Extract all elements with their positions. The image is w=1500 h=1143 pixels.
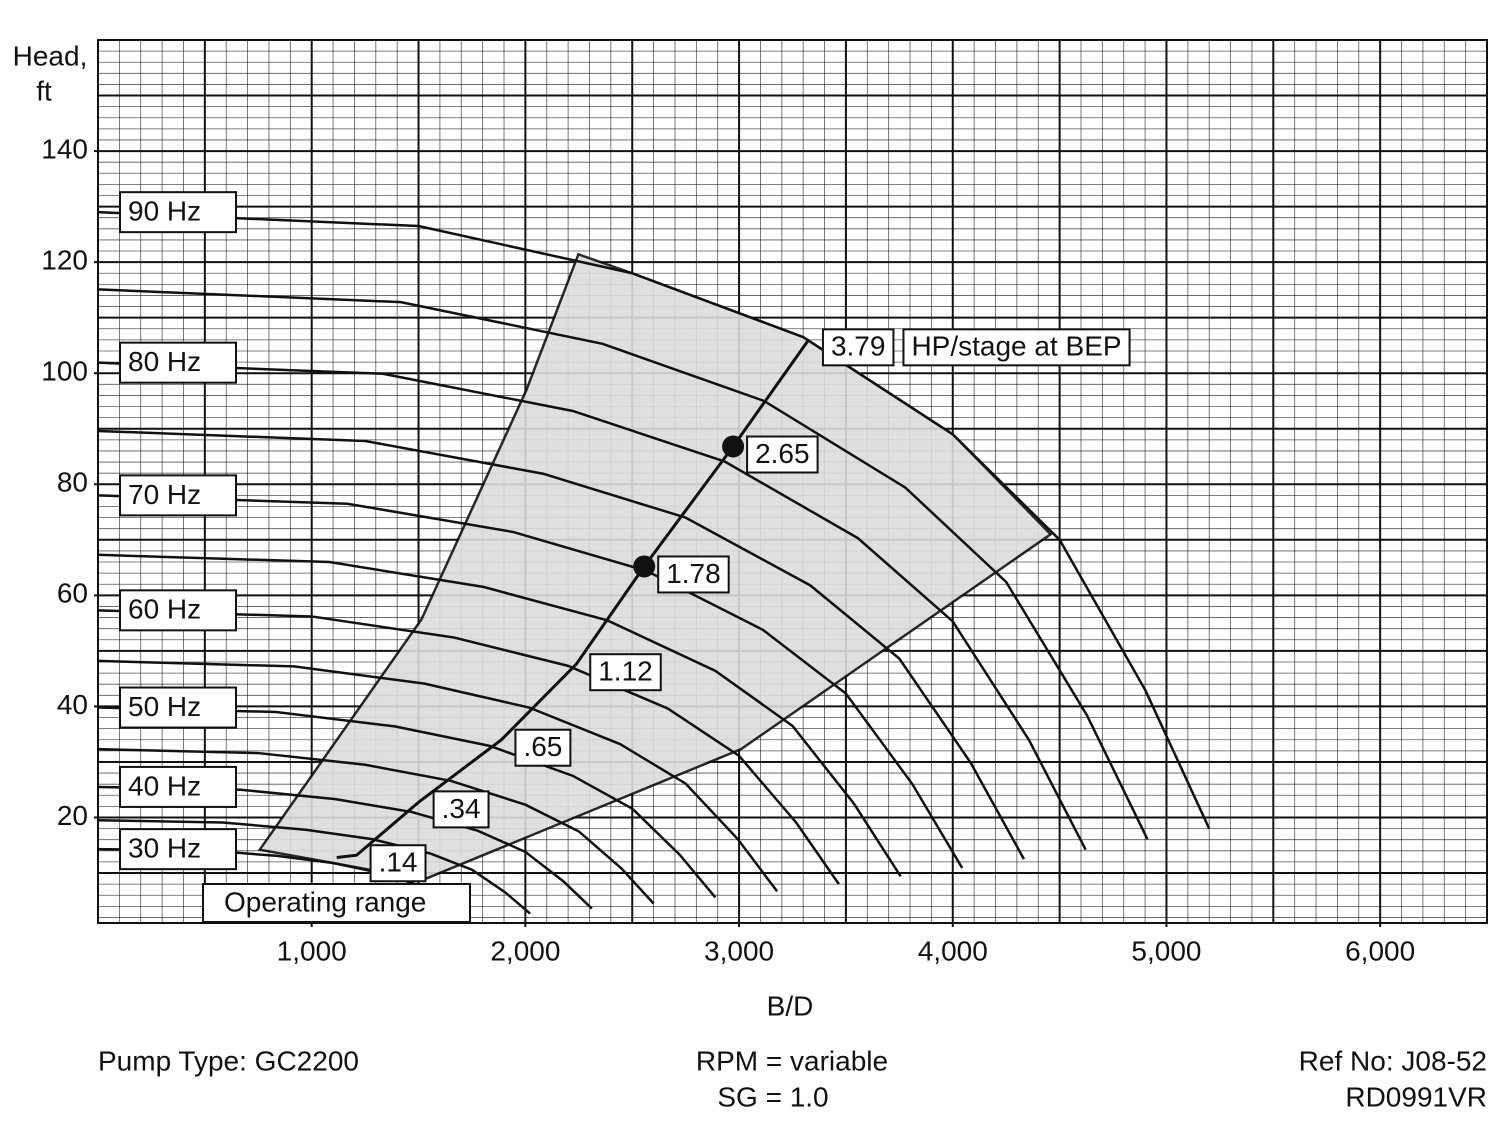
series-label-box	[119, 191, 237, 234]
bep-hp-label-box	[746, 435, 819, 474]
y-tick-label: 40	[57, 689, 88, 720]
y-tick-label: 100	[41, 356, 88, 387]
bep-hp-label-box	[432, 790, 490, 829]
bep-hp-label: .65	[523, 731, 562, 762]
bep-hp-label: 2.65	[755, 438, 810, 469]
footer-text: RPM = variable	[696, 1045, 888, 1076]
y-tick-label: 60	[57, 578, 88, 609]
pump-curve	[97, 659, 779, 893]
bep-hp-label: 1.12	[598, 656, 653, 687]
footer-text: Ref No: J08-52	[1299, 1045, 1487, 1076]
x-tick-label: 3,000	[704, 935, 774, 966]
series-label: 80 Hz	[128, 346, 201, 377]
x-tick-label: 6,000	[1345, 935, 1415, 966]
series-label-box	[119, 474, 237, 517]
y-tick-label: 80	[57, 467, 88, 498]
y-axis-label: ft	[36, 75, 52, 106]
bep-hp-label: 3.79	[831, 331, 886, 362]
bep-hp-label: 1.78	[666, 558, 721, 589]
operating-range-label: Operating range	[224, 886, 426, 917]
pump-curve	[97, 429, 1026, 860]
y-tick-label: 120	[41, 245, 88, 276]
footer-text: RD0991VR	[1345, 1081, 1487, 1112]
bep-hp-label: .34	[442, 793, 481, 824]
bep-hp-label-box	[821, 328, 895, 367]
footer-text: Pump Type: GC2200	[98, 1045, 359, 1076]
series-label: 30 Hz	[128, 833, 201, 864]
bep-line	[336, 338, 811, 859]
y-axis-label: Head,	[13, 40, 88, 71]
series-label-box	[119, 765, 237, 808]
series-label: 60 Hz	[128, 594, 201, 625]
pump-curve	[97, 494, 964, 869]
pump-curve	[97, 210, 1211, 830]
series-label-box	[119, 589, 237, 632]
x-axis-label: B/D	[767, 990, 814, 1021]
x-tick-label: 2,000	[490, 935, 560, 966]
x-tick-label: 1,000	[277, 935, 347, 966]
bep-hp-label-box	[589, 653, 662, 692]
bep-legend: HP/stage at BEP	[911, 331, 1121, 362]
bep-legend-box	[902, 328, 1131, 367]
series-label-box	[119, 341, 237, 384]
series-label: 50 Hz	[128, 691, 201, 722]
series-label-box	[119, 828, 237, 871]
x-tick-label: 4,000	[918, 935, 988, 966]
plot-frame	[97, 39, 1488, 924]
pump-curve	[97, 553, 902, 878]
operating-range-label-box	[202, 883, 471, 923]
bep-dot	[722, 435, 745, 458]
y-tick-label: 140	[41, 133, 88, 164]
bep-hp-label-box	[514, 728, 572, 767]
x-tick-label: 5,000	[1131, 935, 1201, 966]
bep-hp-label-box	[369, 844, 427, 883]
series-label: 70 Hz	[128, 479, 201, 510]
pump-curve	[97, 361, 1087, 851]
series-label: 40 Hz	[128, 770, 201, 801]
pump-curve	[97, 288, 1149, 840]
series-label-box	[119, 686, 237, 729]
bep-hp-label: .14	[379, 847, 418, 878]
series-label: 90 Hz	[128, 196, 201, 227]
bep-hp-label-box	[657, 555, 730, 594]
bep-dot	[633, 555, 656, 578]
y-tick-label: 20	[57, 800, 88, 831]
footer-text: SG = 1.0	[717, 1081, 828, 1112]
